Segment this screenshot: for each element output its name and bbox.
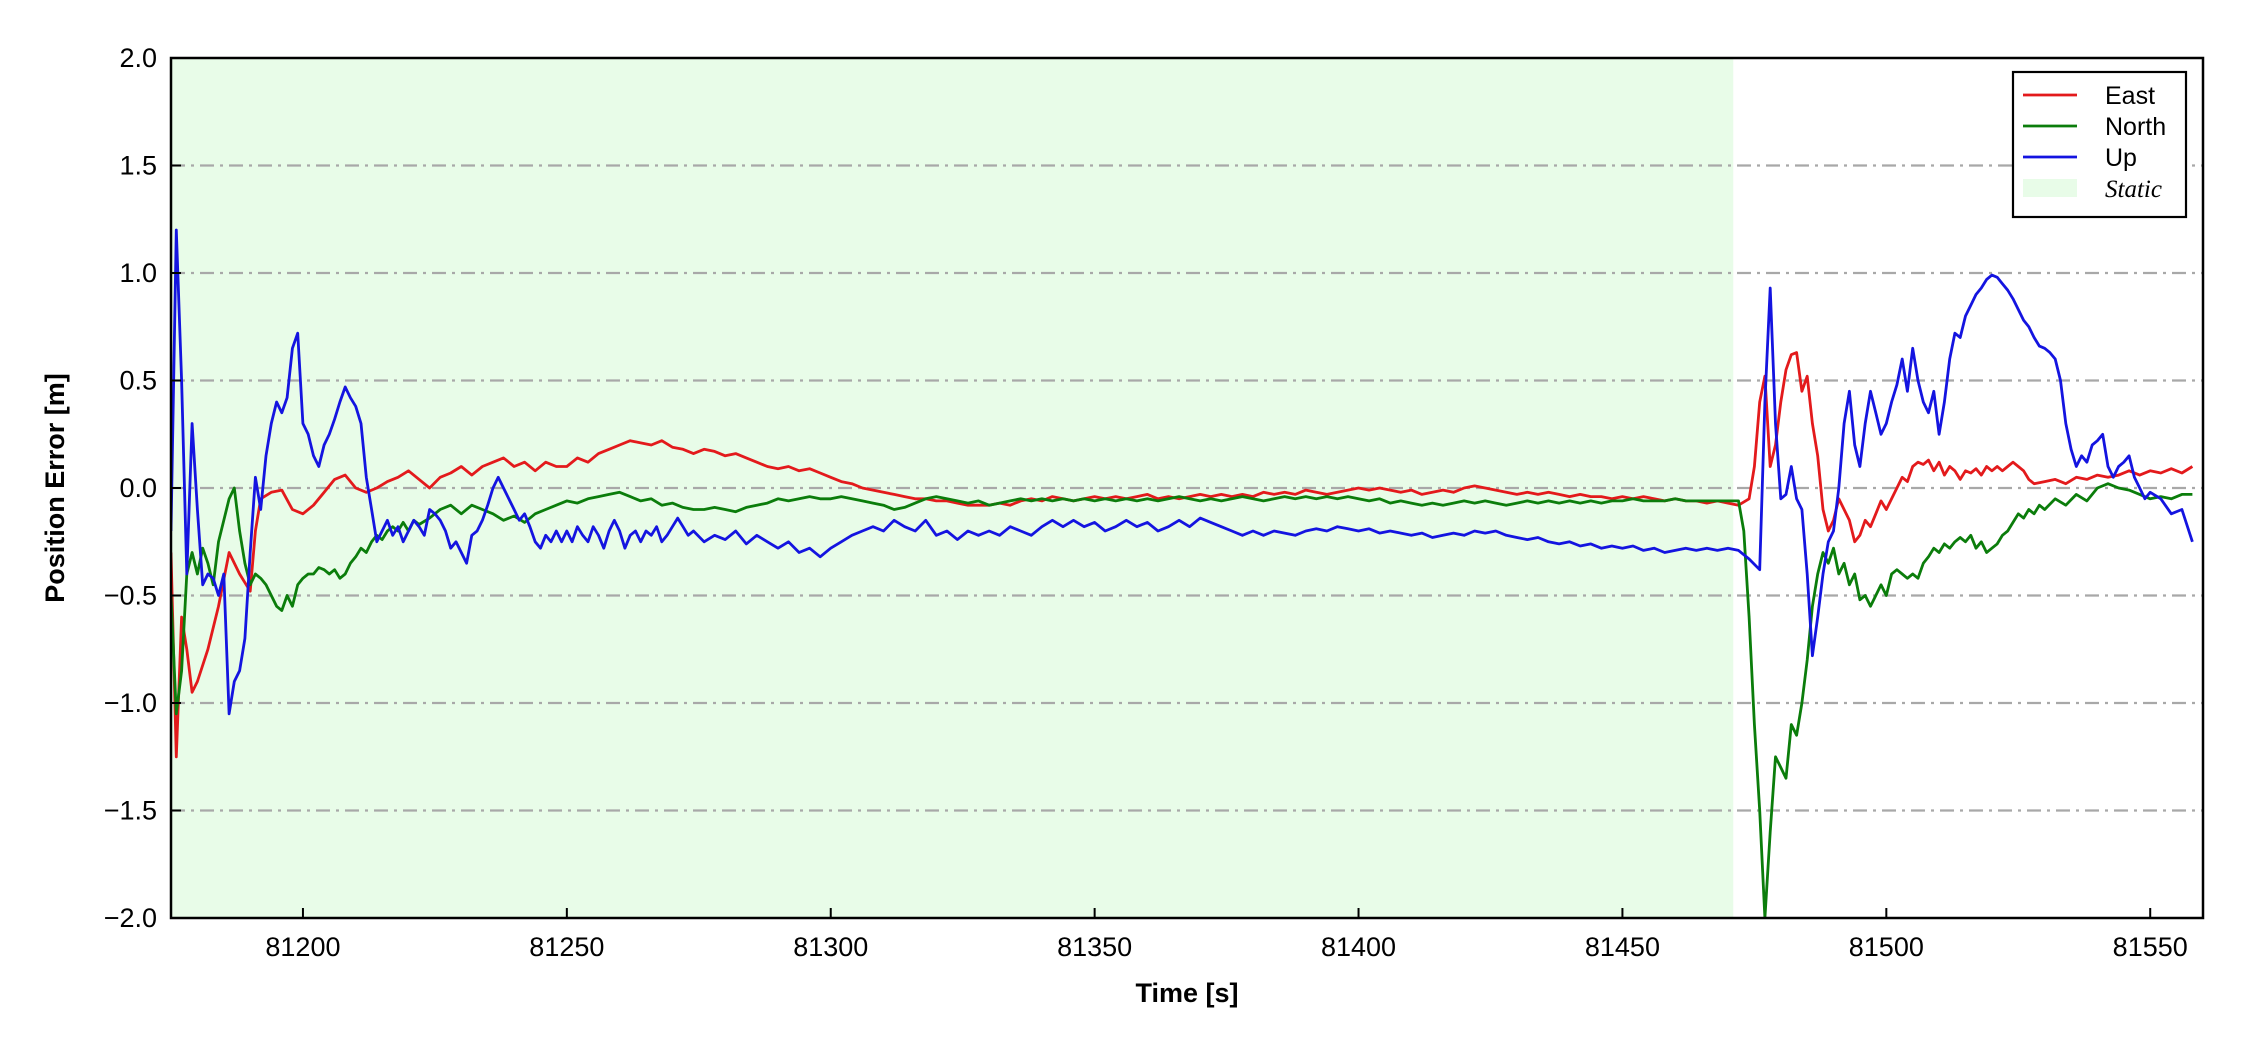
- y-tick-label: 1.0: [119, 258, 157, 288]
- x-tick-label: 81400: [1321, 932, 1396, 962]
- x-tick-label: 81550: [2113, 932, 2188, 962]
- y-tick-label: −2.0: [104, 903, 157, 933]
- y-tick-label: 0.0: [119, 473, 157, 503]
- y-tick-label: 2.0: [119, 43, 157, 73]
- x-axis-label: Time [s]: [1135, 978, 1238, 1008]
- legend-label-north: North: [2105, 113, 2166, 141]
- x-tick-label: 81200: [265, 932, 340, 962]
- legend-swatch-static: [2023, 179, 2077, 197]
- legend-label-east: East: [2105, 82, 2155, 110]
- x-tick-label: 81450: [1585, 932, 1660, 962]
- legend-label-up: Up: [2105, 144, 2137, 172]
- series-line-east: [171, 351, 2194, 759]
- series-line-up: [171, 228, 2194, 716]
- series-line-north: [171, 482, 2193, 918]
- x-tick-label: 81300: [793, 932, 868, 962]
- y-tick-label: −1.5: [104, 796, 157, 826]
- legend-label-static: Static: [2105, 176, 2162, 203]
- legend: East North Up Static: [2011, 70, 2188, 219]
- x-tick-label: 81250: [529, 932, 604, 962]
- y-axis-label: Position Error [m]: [40, 373, 70, 603]
- x-tick-label: 81500: [1849, 932, 1924, 962]
- y-tick-label: −1.0: [104, 688, 157, 718]
- y-tick-label: 1.5: [119, 151, 157, 181]
- x-tick-label: 81350: [1057, 932, 1132, 962]
- y-tick-label: −0.5: [104, 581, 157, 611]
- y-tick-label: 0.5: [119, 366, 157, 396]
